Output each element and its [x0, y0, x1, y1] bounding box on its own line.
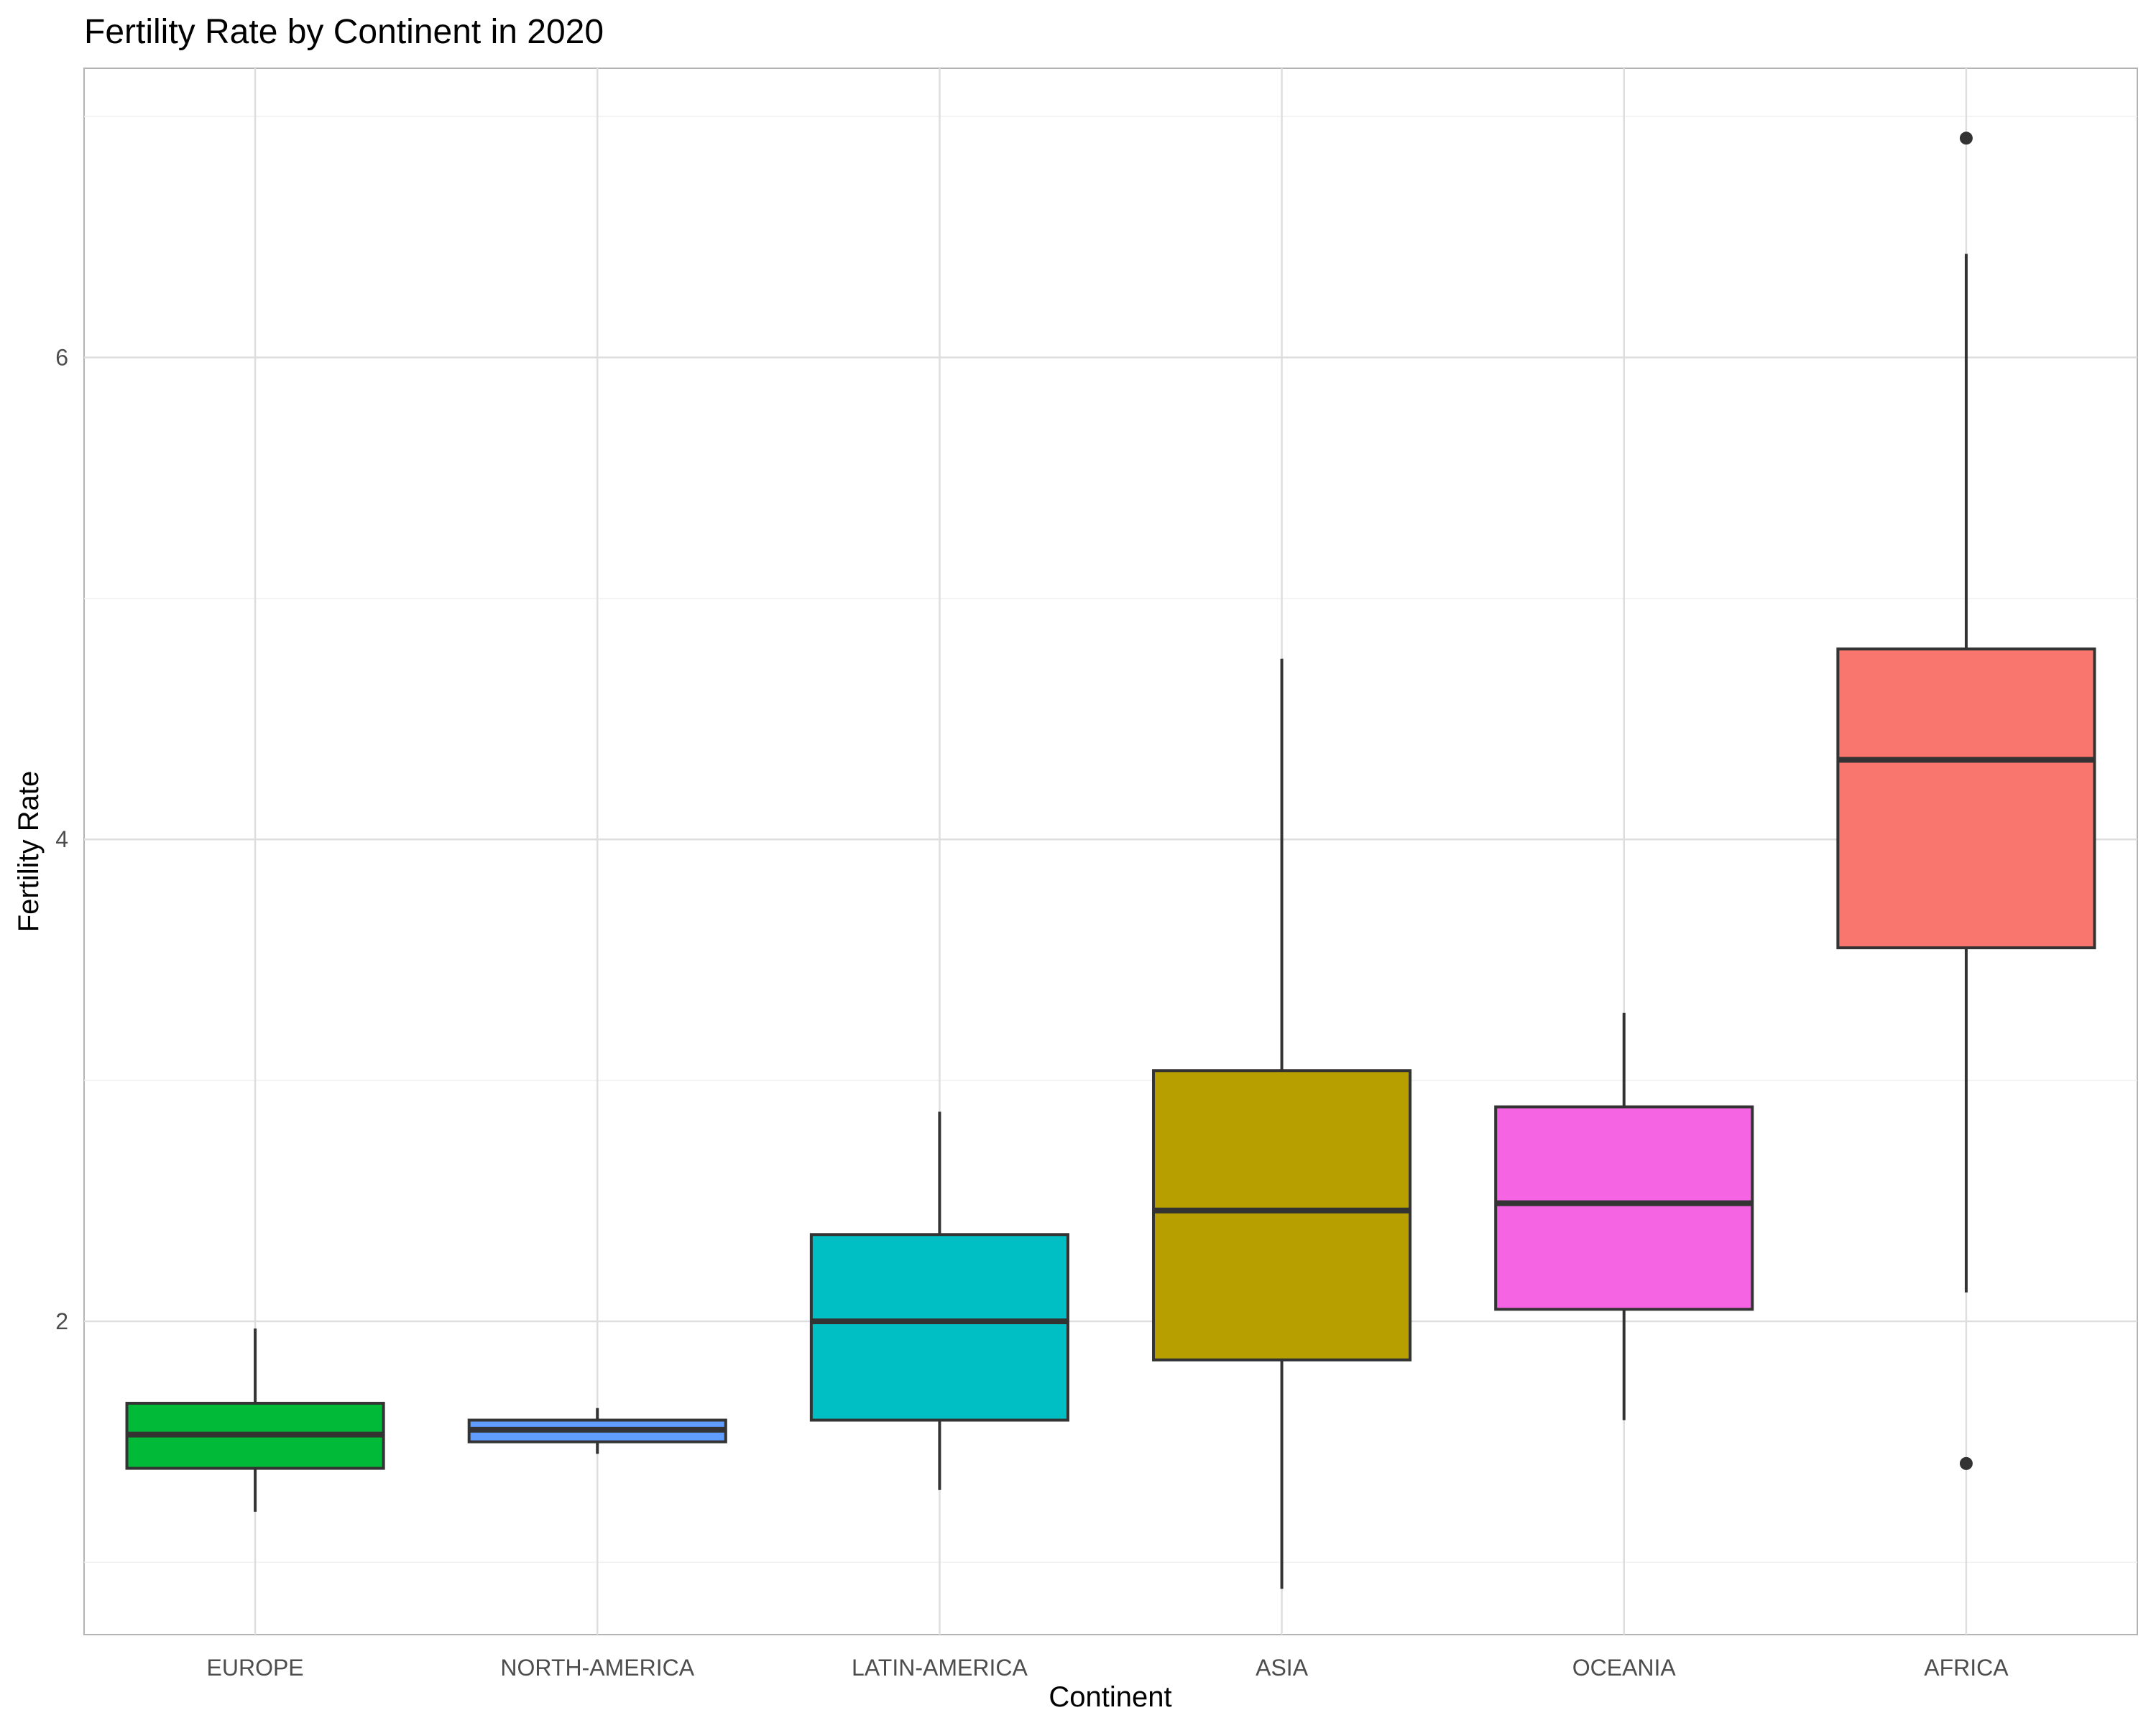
x-tick-label: EUROPE — [207, 1655, 304, 1681]
x-tick-label: LATIN-AMERICA — [852, 1655, 1028, 1681]
y-tick-labels: 2 4 6 — [55, 344, 68, 1334]
box-europe — [125, 1329, 385, 1512]
x-tick-label: NORTH-AMERICA — [500, 1655, 694, 1681]
box-oceania — [1494, 1012, 1754, 1420]
x-tick-label: ASIA — [1256, 1655, 1309, 1681]
box-latin-america — [809, 1112, 1069, 1490]
box-body — [1152, 1069, 1412, 1362]
plot-panel — [83, 68, 2138, 1635]
y-tick-label: 2 — [55, 1308, 68, 1334]
box-body — [1494, 1105, 1754, 1311]
x-tick-label: AFRICA — [1924, 1655, 2009, 1681]
boxes-layer — [125, 131, 2096, 1589]
x-tick-label: OCEANIA — [1572, 1655, 1677, 1681]
x-axis-title: Continent — [1049, 1681, 1171, 1713]
outlier-point — [1959, 131, 1973, 145]
outlier-point — [1959, 1456, 1973, 1470]
y-tick-label: 4 — [55, 826, 68, 852]
box-north-america — [467, 1408, 727, 1454]
box-asia — [1152, 658, 1412, 1589]
x-tick-labels: EUROPE NORTH-AMERICA LATIN-AMERICA ASIA OCEA… — [207, 1655, 2009, 1681]
chart-title: Fertility Rate by Continent in 2020 — [84, 13, 604, 51]
box-body — [809, 1233, 1069, 1422]
y-axis-title: Fertility Rate — [13, 771, 45, 933]
box-body — [1836, 647, 2096, 950]
y-tick-label: 6 — [55, 344, 68, 370]
box-africa — [1836, 131, 2096, 1470]
